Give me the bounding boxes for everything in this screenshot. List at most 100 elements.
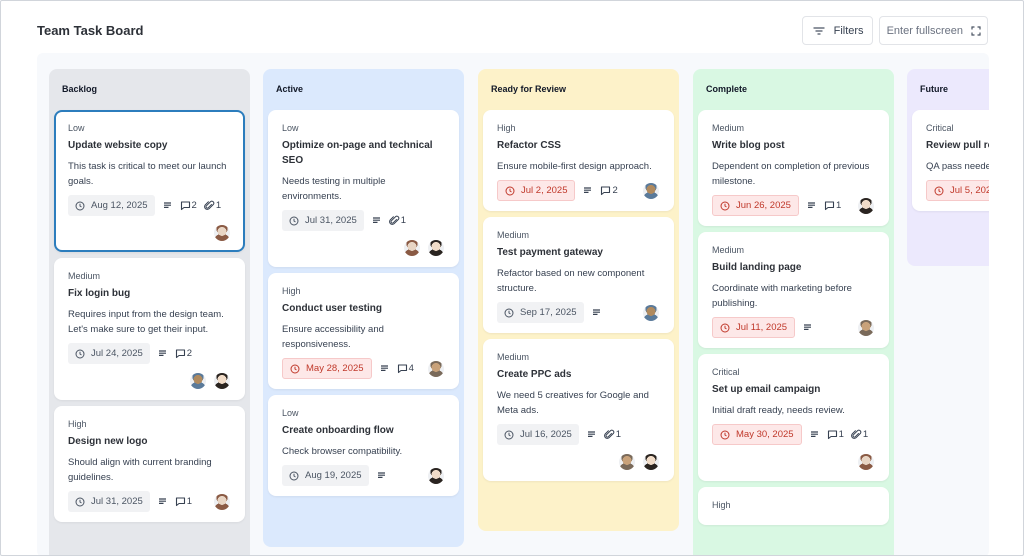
card-meta: May 28, 2025 4	[282, 358, 445, 379]
due-date-badge[interactable]: Jul 31, 2025	[282, 210, 364, 231]
has-description-indicator	[157, 496, 168, 507]
task-card[interactable]: Medium Fix login bug Requires input from t…	[54, 258, 245, 400]
avatar-man-glasses[interactable]	[642, 181, 660, 200]
avatar-woman-blonde[interactable]	[427, 359, 445, 378]
due-date-badge[interactable]: Jun 26, 2025	[712, 195, 799, 216]
assignees	[213, 492, 231, 511]
priority-label: Medium	[68, 271, 101, 281]
task-card[interactable]: Medium Build landing page Coordinate with …	[698, 232, 889, 348]
has-description-indicator	[379, 363, 390, 374]
card-meta: Jul 31, 2025 1	[282, 210, 445, 231]
card-title: Conduct user testing	[282, 303, 383, 314]
due-date: Aug 12, 2025	[91, 200, 148, 211]
attachments-number: 1	[862, 429, 869, 440]
avatar-woman-blonde[interactable]	[857, 318, 875, 337]
avatar-woman-dark-hair[interactable]	[427, 466, 445, 485]
description-icon	[810, 431, 818, 437]
due-date: Jul 31, 2025	[91, 496, 143, 507]
avatar-woman-blonde[interactable]	[618, 453, 636, 471]
comments-number: 1	[838, 429, 844, 440]
clock-icon	[289, 471, 299, 480]
avatar-man-bald[interactable]	[213, 492, 231, 511]
priority-label: Medium	[497, 230, 530, 240]
due-date: Jul 5, 202	[950, 185, 989, 196]
comment-icon	[397, 364, 407, 374]
avatar-man-bald[interactable]	[857, 453, 875, 471]
task-card[interactable]: Medium Test payment gateway Refactor based…	[483, 217, 674, 333]
due-date-badge[interactable]: Sep 17, 2025	[497, 302, 584, 323]
due-date-badge[interactable]: Jul 24, 2025	[68, 343, 150, 364]
due-date-badge[interactable]: Aug 19, 2025	[282, 465, 369, 486]
comments-count: 2	[175, 348, 192, 359]
avatar-woman-dark-hair[interactable]	[427, 239, 445, 257]
filters-label: Filters	[833, 24, 864, 37]
due-date-badge[interactable]: Aug 12, 2025	[68, 195, 155, 216]
priority-label: Low	[282, 408, 299, 418]
avatar-man-glasses[interactable]	[189, 372, 207, 390]
task-card[interactable]: High	[698, 487, 889, 525]
task-card[interactable]: Low Optimize on-page and technical SEO Nee…	[268, 110, 459, 267]
task-card[interactable]: Low Create onboarding flow Check browser c…	[268, 395, 459, 496]
card-description: Check browser compatibility.	[282, 446, 403, 457]
due-date-badge[interactable]: Jul 5, 202	[926, 180, 989, 201]
column-backlog: Backlog Low Update website copy This task i…	[49, 69, 250, 555]
due-date: Aug 19, 2025	[305, 470, 362, 481]
column-active: Active Low Optimize on-page and technical …	[263, 69, 464, 547]
due-date: Jul 2, 2025	[521, 185, 568, 196]
card-meta: Jun 26, 2025 1	[712, 195, 875, 216]
column-future: Future Critical Review pull re QA pass need…	[907, 69, 989, 266]
due-date-badge[interactable]: Jul 2, 2025	[497, 180, 576, 201]
comments-number: 4	[408, 363, 414, 374]
priority-label: High	[497, 123, 516, 133]
comments-count: 1	[827, 429, 844, 440]
due-date-badge[interactable]: Jul 11, 2025	[712, 317, 796, 338]
assignees	[497, 453, 660, 471]
has-description-indicator	[371, 215, 382, 226]
due-date-badge[interactable]: May 28, 2025	[282, 358, 372, 379]
attachments-number: 1	[400, 215, 407, 226]
avatar-man-bald[interactable]	[213, 224, 231, 242]
due-date-badge[interactable]: Jul 16, 2025	[497, 424, 579, 445]
card-title: Update website copy	[68, 140, 168, 151]
description-icon	[158, 350, 166, 356]
card-meta: May 30, 2025 1 1	[712, 424, 875, 445]
description-icon	[380, 365, 388, 371]
attachments-count: 1	[203, 200, 221, 211]
description-icon	[807, 202, 815, 208]
comments-number: 1	[186, 496, 193, 507]
description-icon	[592, 309, 600, 315]
has-description-indicator	[376, 470, 387, 481]
task-card[interactable]: Critical Set up email campaign Initial dra…	[698, 354, 889, 481]
task-card[interactable]: High Design new logo Should align with cur…	[54, 406, 245, 522]
avatar-woman-dark-hair[interactable]	[857, 196, 875, 215]
clock-icon	[504, 308, 514, 317]
task-card[interactable]: Medium Create PPC ads We need 5 creatives …	[483, 339, 674, 481]
avatar-woman-dark-hair[interactable]	[213, 372, 231, 390]
due-date-badge[interactable]: May 30, 2025	[712, 424, 802, 445]
task-card[interactable]: Low Update website copy This task is criti…	[54, 110, 245, 252]
card-meta: Jul 5, 202	[926, 180, 989, 201]
card-title: Build landing page	[712, 262, 802, 273]
column-title: Backlog	[62, 84, 98, 94]
priority-label: Low	[282, 123, 299, 133]
description-icon	[587, 431, 595, 437]
filter-icon	[812, 26, 825, 35]
attachments-count: 1	[603, 429, 621, 440]
due-date-badge[interactable]: Jul 31, 2025	[68, 491, 150, 512]
filters-button[interactable]: Filters	[801, 16, 873, 45]
task-card[interactable]: Critical Review pull re QA pass neede Jul 5…	[912, 110, 989, 211]
description-icon	[163, 202, 171, 208]
attachment-icon	[388, 215, 400, 225]
task-card[interactable]: Medium Write blog post Dependent on comple…	[698, 110, 889, 226]
task-card[interactable]: High Conduct user testing Ensure accessibi…	[268, 273, 459, 389]
fullscreen-button[interactable]: Enter fullscreen	[878, 16, 988, 45]
avatar-man-glasses[interactable]	[642, 303, 660, 322]
task-card[interactable]: High Refactor CSS Ensure mobile-first desi…	[483, 110, 674, 211]
priority-label: Medium	[712, 123, 745, 133]
priority-label: High	[68, 419, 87, 429]
avatar-woman-dark-hair[interactable]	[642, 453, 660, 471]
card-description: Coordinate with marketing before publish…	[712, 283, 852, 309]
card-title: Write blog post	[712, 140, 785, 151]
avatar-man-bald[interactable]	[403, 239, 421, 257]
card-description: Refactor based on new component structur…	[497, 268, 645, 294]
